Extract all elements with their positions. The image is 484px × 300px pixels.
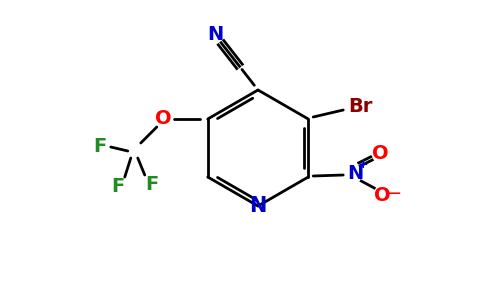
Text: F: F [111,178,124,196]
Text: O: O [155,110,172,128]
Text: N: N [347,164,363,182]
Text: F: F [93,137,106,157]
Text: F: F [145,176,158,194]
Text: +: + [358,158,368,170]
Text: N: N [207,25,223,44]
Text: O: O [372,143,389,163]
Text: Br: Br [348,98,372,116]
Text: −: − [386,184,402,202]
Text: N: N [249,196,267,216]
Text: O: O [374,185,391,205]
